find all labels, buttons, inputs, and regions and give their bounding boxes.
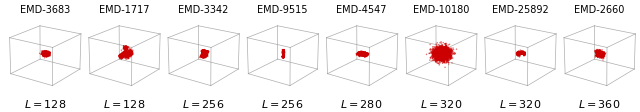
Text: $L = 320$: $L = 320$: [499, 98, 541, 110]
Text: $L = 128$: $L = 128$: [24, 98, 66, 110]
Text: $L = 320$: $L = 320$: [420, 98, 462, 110]
Text: $L = 128$: $L = 128$: [103, 98, 145, 110]
Text: EMD-9515: EMD-9515: [257, 5, 308, 15]
Text: EMD-3342: EMD-3342: [178, 5, 228, 15]
Text: $L = 256$: $L = 256$: [261, 98, 303, 110]
Text: EMD-1717: EMD-1717: [99, 5, 149, 15]
Text: EMD-4547: EMD-4547: [336, 5, 387, 15]
Text: EMD-25892: EMD-25892: [492, 5, 548, 15]
Text: EMD-2660: EMD-2660: [574, 5, 624, 15]
Text: $L = 280$: $L = 280$: [340, 98, 383, 110]
Text: EMD-10180: EMD-10180: [413, 5, 469, 15]
Text: $L = 360$: $L = 360$: [578, 98, 620, 110]
Text: $L = 256$: $L = 256$: [182, 98, 224, 110]
Text: EMD-3683: EMD-3683: [20, 5, 70, 15]
